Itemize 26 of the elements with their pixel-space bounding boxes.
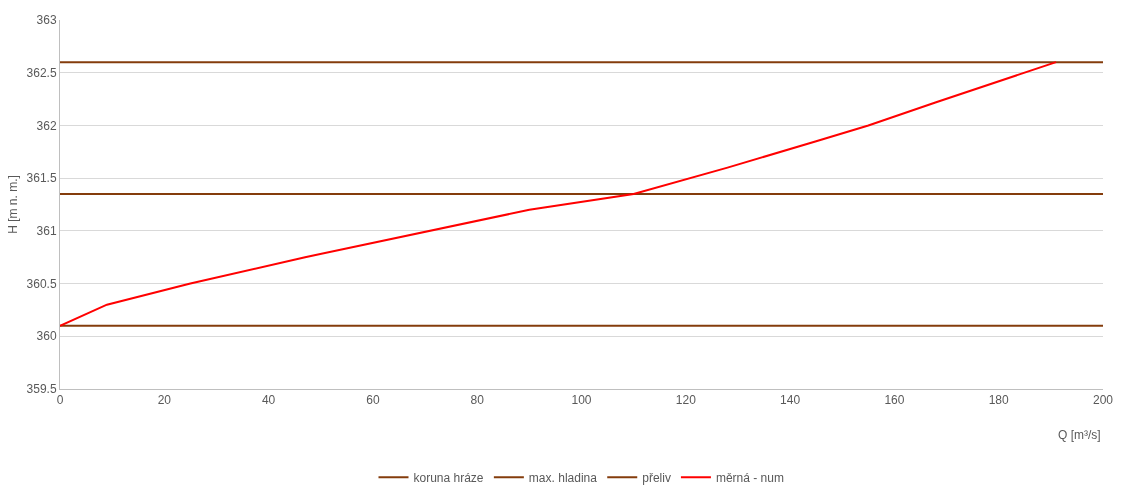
x-tick-label: 160 xyxy=(884,393,905,408)
x-tick-label: 60 xyxy=(366,393,380,408)
legend-label: koruna hráze xyxy=(413,470,484,485)
legend-label: měrná - num xyxy=(715,470,784,485)
x-axis-title: Q [m³/s] xyxy=(1058,428,1101,442)
x-tick-label: 0 xyxy=(56,393,64,408)
y-tick-label: 360 xyxy=(36,329,57,344)
y-tick-label: 360.5 xyxy=(26,276,57,291)
y-axis-title: H [m n. m.] xyxy=(5,175,20,234)
x-tick-label: 140 xyxy=(780,393,801,408)
y-tick-label: 363 xyxy=(36,13,57,28)
y-tick-label: 359.5 xyxy=(26,382,57,397)
line-series xyxy=(60,61,1058,327)
y-tick-label: 361.5 xyxy=(26,171,57,186)
x-tick-label: 40 xyxy=(261,393,276,408)
y-tick-label: 361 xyxy=(36,224,57,239)
x-tick-label: 180 xyxy=(988,393,1010,408)
legend-label: přeliv xyxy=(642,470,671,485)
x-tick-label: 120 xyxy=(675,393,697,408)
x-tick-label: 80 xyxy=(470,393,485,408)
legend-label: max. hladina xyxy=(528,470,598,485)
x-tick-label: 200 xyxy=(1092,393,1114,408)
x-tick-label: 100 xyxy=(571,393,592,408)
y-tick-label: 362 xyxy=(36,118,57,133)
x-tick-label: 20 xyxy=(157,393,172,408)
y-tick-label: 362.5 xyxy=(26,65,57,80)
